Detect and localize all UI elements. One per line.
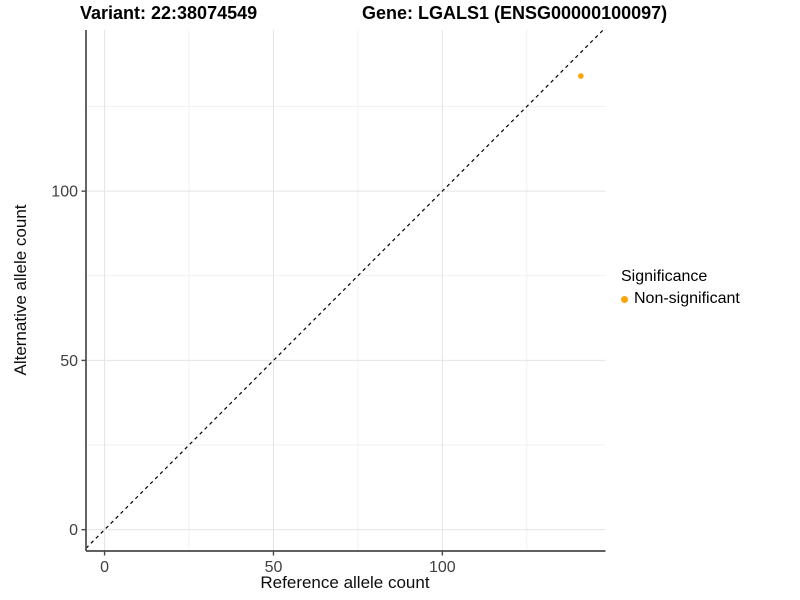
legend-title: Significance: [621, 268, 708, 285]
y-tick-label: 50: [60, 353, 78, 370]
x-axis-title: Reference allele count: [260, 573, 430, 592]
legend-item-label: Non-significant: [634, 290, 740, 307]
data-point: [577, 73, 584, 79]
x-tick-label: 0: [100, 559, 109, 576]
y-axis-title: Alternative allele count: [11, 204, 30, 376]
legend-item-non-significant: Non-significant: [621, 290, 740, 308]
plot-title-gene: Gene: LGALS1 (ENSG00000100097): [362, 3, 668, 23]
x-tick-label: 50: [264, 559, 282, 576]
plot-panel-svg: 0 50 100 0 50 100: [51, 29, 605, 576]
y-tick-label: 0: [69, 522, 78, 539]
y-tick-label: 100: [51, 184, 78, 201]
x-tick-label: 100: [429, 559, 456, 576]
identity-line: [85, 29, 604, 549]
legend-dot-icon: [621, 295, 628, 303]
plot-title-variant: Variant: 22:38074549: [80, 3, 258, 23]
legend: Significance Non-significant: [621, 268, 740, 308]
